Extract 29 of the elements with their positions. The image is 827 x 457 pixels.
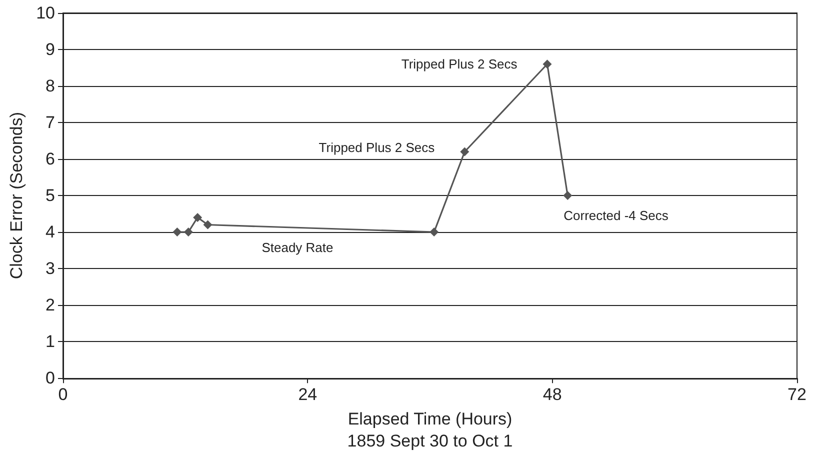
y-tick-label: 3 bbox=[46, 259, 55, 278]
y-tick-label: 8 bbox=[46, 76, 55, 96]
point bbox=[203, 220, 212, 230]
x-tick-label: 48 bbox=[542, 385, 562, 404]
y-tick-label: 7 bbox=[46, 113, 55, 132]
y-tick-label: 9 bbox=[46, 40, 55, 60]
point bbox=[193, 212, 202, 222]
point bbox=[172, 228, 182, 237]
y-tick-label: 2 bbox=[46, 296, 55, 315]
annotation: Corrected -4 Secs bbox=[564, 208, 669, 224]
y-tick-label: 5 bbox=[46, 186, 55, 206]
annotation: Steady Rate bbox=[262, 240, 334, 256]
annotation: Tripped Plus 2 Secs bbox=[401, 56, 518, 72]
point bbox=[542, 60, 552, 69]
y-tick-label: 6 bbox=[46, 150, 55, 169]
annotation: Tripped Plus 2 Secs bbox=[318, 140, 436, 156]
point bbox=[460, 147, 470, 156]
y-axis-title: Clock Error (Seconds) bbox=[7, 112, 26, 280]
x-tick-label: 0 bbox=[58, 385, 68, 404]
point bbox=[430, 228, 439, 237]
y-tick-label: 1 bbox=[46, 332, 55, 352]
y-tick-label: 0 bbox=[46, 368, 55, 388]
point bbox=[563, 191, 572, 200]
y-tick-label: 4 bbox=[46, 222, 55, 242]
x-tick-label: 72 bbox=[788, 385, 806, 404]
x-axis-title: Elapsed Time (Hours) 1859 Sept 30 to Oct 1 bbox=[347, 410, 513, 450]
point bbox=[184, 228, 193, 237]
x-tick-label: 24 bbox=[298, 385, 318, 404]
y-tick-label: 10 bbox=[36, 4, 55, 22]
